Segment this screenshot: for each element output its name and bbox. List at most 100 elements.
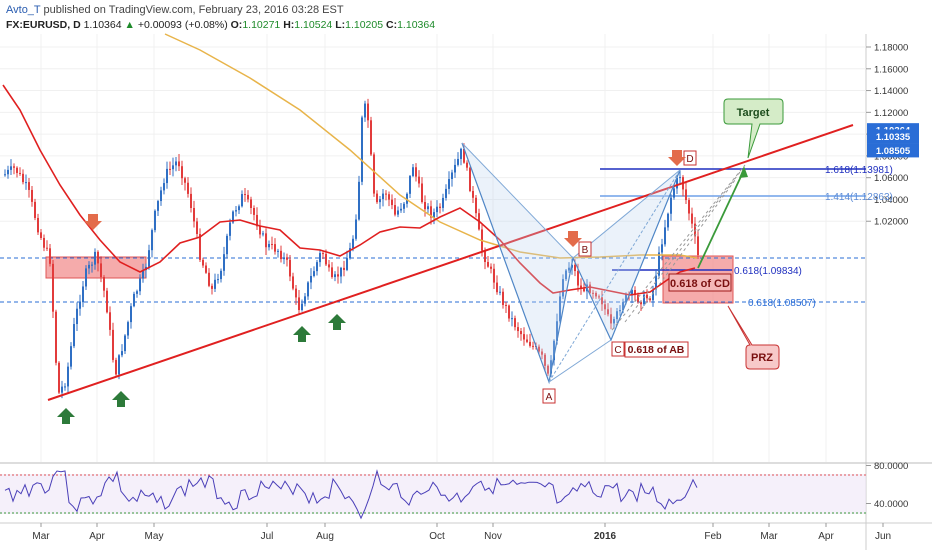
candle-body bbox=[280, 250, 282, 260]
candle-body bbox=[547, 365, 549, 374]
candle-body bbox=[469, 167, 471, 191]
candle-body bbox=[187, 182, 189, 194]
candle-body bbox=[568, 267, 570, 271]
candle-body bbox=[328, 264, 330, 268]
candle-body bbox=[94, 251, 96, 265]
candle-body bbox=[370, 120, 372, 155]
xab-triangle bbox=[462, 143, 573, 382]
candle-body bbox=[616, 311, 618, 320]
trend-line[interactable] bbox=[47, 124, 854, 401]
ma-50-line[interactable] bbox=[2, 84, 696, 296]
candle-body bbox=[640, 301, 642, 305]
candle-body bbox=[484, 250, 486, 262]
open-value: 1.10271 bbox=[242, 19, 281, 31]
author-link[interactable]: Avto_T bbox=[6, 4, 41, 16]
price-pane[interactable] bbox=[0, 34, 866, 462]
candle-body bbox=[379, 199, 381, 203]
time-tick-label: Aug bbox=[316, 531, 334, 542]
candle-body bbox=[304, 296, 306, 304]
candle-body bbox=[346, 258, 348, 270]
candle-body bbox=[388, 194, 390, 200]
candle-body bbox=[148, 250, 150, 267]
candle-body bbox=[340, 267, 342, 277]
candle-body bbox=[574, 264, 576, 272]
last-price: 1.10364 bbox=[83, 19, 122, 31]
candle-body bbox=[520, 331, 522, 335]
candle-body bbox=[373, 154, 375, 194]
candle-body bbox=[385, 193, 387, 195]
candle-body bbox=[436, 206, 438, 213]
candle-body bbox=[52, 263, 54, 312]
target-arrow[interactable] bbox=[697, 169, 745, 269]
candle-body bbox=[73, 324, 75, 347]
candle-body bbox=[196, 221, 198, 235]
time-tick-label: Mar bbox=[760, 531, 778, 542]
candle-body bbox=[502, 291, 504, 305]
candle-body bbox=[253, 207, 255, 215]
candle-body bbox=[598, 296, 600, 298]
price-tick-label: 1.02000 bbox=[874, 217, 908, 228]
time-tick-label: Nov bbox=[484, 531, 502, 542]
candle-body bbox=[157, 201, 159, 211]
candle-body bbox=[664, 227, 666, 245]
candle-body bbox=[448, 179, 450, 189]
candle-body bbox=[541, 351, 543, 355]
rsi-line[interactable] bbox=[4, 469, 698, 520]
candle-body bbox=[613, 319, 615, 324]
candle-body bbox=[418, 176, 420, 184]
candle-body bbox=[274, 244, 276, 252]
candle-body bbox=[583, 288, 585, 292]
candle-body bbox=[283, 257, 285, 260]
candle-body bbox=[673, 188, 675, 198]
prz-label: PRZ bbox=[751, 352, 773, 364]
candle-body bbox=[172, 165, 174, 170]
candle-body bbox=[76, 308, 78, 325]
candle-body bbox=[7, 169, 9, 175]
candle-body bbox=[70, 346, 72, 367]
candle-body bbox=[142, 270, 144, 279]
candle-body bbox=[460, 148, 462, 159]
candle-body bbox=[406, 193, 408, 204]
candle-body bbox=[382, 193, 384, 200]
prz-callout[interactable] bbox=[727, 305, 780, 370]
ma-200-line[interactable] bbox=[164, 33, 698, 259]
fib-label-0.618-ab: 0.618(1.08507) bbox=[748, 298, 816, 309]
candle-body bbox=[229, 222, 231, 236]
candle-body bbox=[301, 303, 303, 311]
rsi-axis: 80.0000 40.0000 bbox=[866, 461, 908, 510]
candle-body bbox=[601, 297, 603, 305]
point-a-box bbox=[542, 388, 556, 404]
time-tick-label: Oct bbox=[429, 531, 445, 542]
candle-body bbox=[34, 201, 36, 218]
candle-body bbox=[16, 167, 18, 173]
change-up-icon: ▲ bbox=[124, 19, 135, 31]
candle-body bbox=[580, 285, 582, 289]
candle-body bbox=[46, 247, 48, 249]
candle-body bbox=[412, 167, 414, 176]
up-arrow-icon bbox=[112, 391, 130, 407]
candle-body bbox=[394, 205, 396, 215]
low-value: 1.10205 bbox=[345, 19, 384, 31]
candle-body bbox=[577, 271, 579, 286]
xb-leg bbox=[461, 142, 574, 259]
candlesticks bbox=[4, 98, 699, 399]
time-tick-label: Feb bbox=[704, 531, 722, 542]
candle-body bbox=[496, 282, 498, 293]
candle-body bbox=[250, 199, 252, 208]
candle-body bbox=[451, 172, 453, 180]
up-arrow-icon bbox=[328, 314, 346, 330]
candle-body bbox=[415, 167, 417, 177]
rsi-band bbox=[0, 474, 866, 514]
candle-body bbox=[184, 178, 186, 183]
symbol-label[interactable]: FX:EURUSD, D bbox=[6, 19, 81, 31]
candle-body bbox=[391, 199, 393, 206]
candle-body bbox=[55, 311, 57, 363]
candle-body bbox=[160, 190, 162, 202]
candle-body bbox=[58, 362, 60, 393]
candle-body bbox=[112, 329, 114, 360]
cd-ratio-label: 0.618 of CD bbox=[670, 278, 730, 290]
high-label: H: bbox=[283, 19, 295, 31]
target-callout[interactable] bbox=[723, 98, 784, 159]
candle-body bbox=[223, 254, 225, 271]
